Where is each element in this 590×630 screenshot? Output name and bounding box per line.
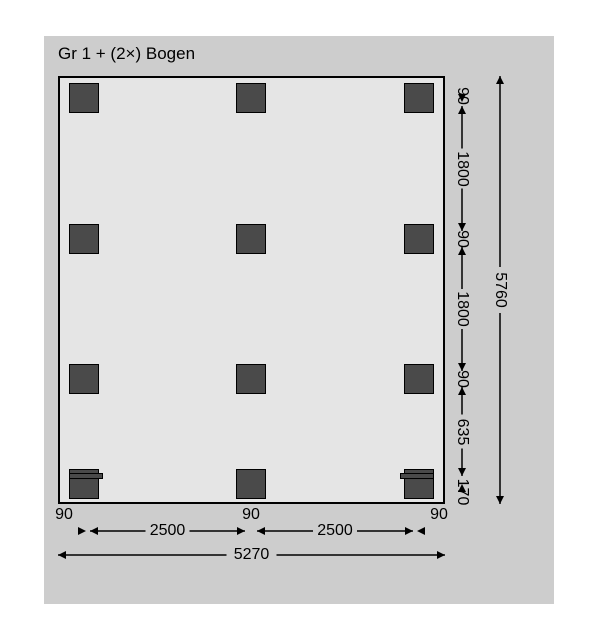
post — [236, 469, 266, 499]
dim-label: 90 — [430, 506, 448, 524]
dim-label: 5760 — [491, 272, 509, 308]
dim-label: 635 — [453, 418, 471, 445]
post — [236, 224, 266, 254]
post-bar — [69, 473, 103, 479]
dim-label: 2500 — [150, 522, 186, 540]
post — [236, 83, 266, 113]
post — [69, 364, 99, 394]
dim-label: 90 — [55, 506, 73, 524]
post-bar — [400, 473, 434, 479]
dim-label: 90 — [453, 370, 471, 388]
dim-label: 1800 — [453, 151, 471, 187]
dim-label: 90 — [242, 506, 260, 524]
post — [404, 364, 434, 394]
post — [404, 224, 434, 254]
post — [236, 364, 266, 394]
dim-label: 90 — [453, 87, 471, 105]
post — [69, 224, 99, 254]
post — [69, 83, 99, 113]
dim-label: 170 — [453, 479, 471, 506]
post — [404, 83, 434, 113]
dim-label: 90 — [453, 230, 471, 248]
dim-label: 2500 — [317, 522, 353, 540]
dim-label: 5270 — [234, 546, 270, 564]
dim-label: 1800 — [453, 291, 471, 327]
